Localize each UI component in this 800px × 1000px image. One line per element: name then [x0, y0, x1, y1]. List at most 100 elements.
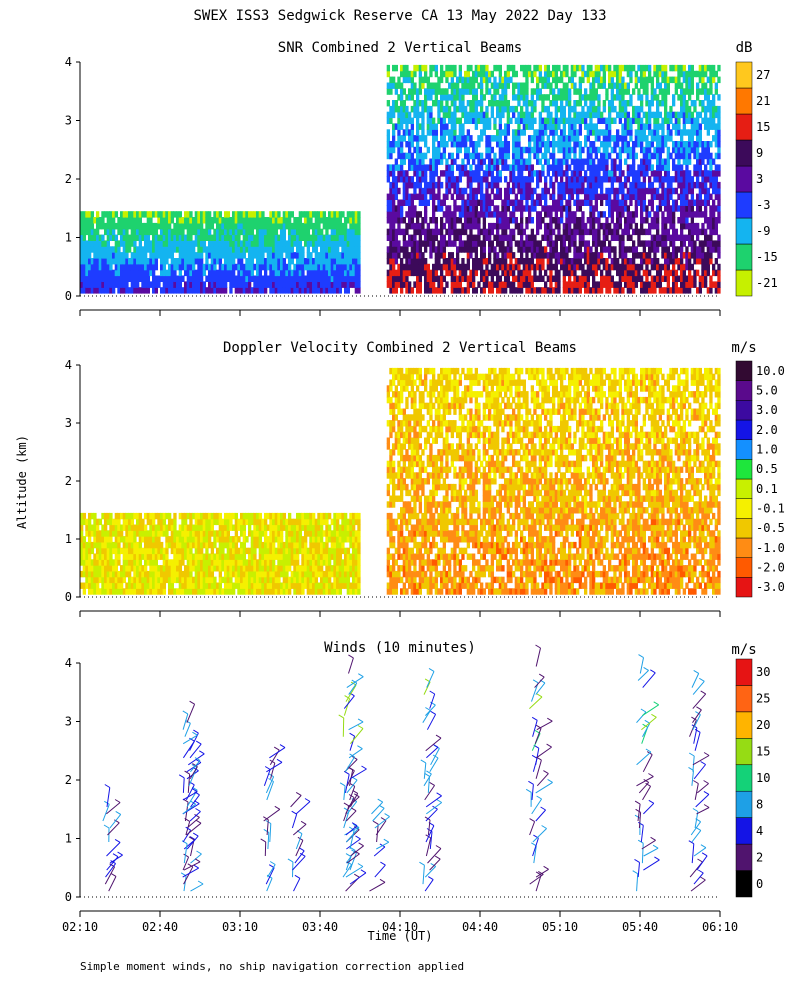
heatmap-cell [336, 258, 340, 265]
heatmap-cell [416, 100, 420, 107]
heatmap-cell [552, 100, 556, 107]
heatmap-cell [512, 228, 516, 236]
heatmap-cell [234, 234, 238, 241]
heatmap-cell [528, 258, 532, 265]
heatmap-cell [674, 141, 678, 148]
heatmap-cell [589, 228, 593, 236]
heatmap-cell [589, 205, 593, 212]
heatmap-cell [514, 152, 518, 160]
heatmap-cell [400, 105, 404, 113]
heatmap-cell [498, 111, 502, 119]
heatmap-cell [677, 158, 681, 165]
heatmap-cell [672, 176, 676, 183]
heatmap-cell [605, 123, 609, 130]
heatmap-cell [445, 193, 449, 200]
heatmap-cell [626, 281, 630, 288]
heatmap-cell [224, 275, 228, 282]
heatmap-cell [520, 146, 524, 154]
heatmap-cell [114, 211, 118, 218]
heatmap-cell [576, 222, 580, 230]
heatmap-cell [333, 258, 337, 265]
heatmap-cell [413, 269, 417, 277]
heatmap-cell [482, 228, 486, 236]
heatmap-cell [338, 263, 342, 271]
heatmap-cell [197, 287, 201, 294]
heatmap-cell [402, 76, 406, 84]
heatmap-cell [266, 217, 270, 224]
heatmap-cell [125, 252, 129, 259]
heatmap-cell [578, 222, 582, 230]
heatmap-cell [544, 193, 548, 200]
heatmap-cell [589, 170, 593, 177]
heatmap-cell [632, 146, 636, 154]
heatmap-cell [634, 117, 638, 124]
heatmap-cell [213, 234, 217, 241]
heatmap-cell [538, 222, 542, 230]
heatmap-cell [560, 129, 564, 136]
heatmap-cell [682, 100, 686, 107]
heatmap-cell [416, 228, 420, 236]
heatmap-cell [418, 187, 422, 195]
heatmap-cell [597, 117, 601, 124]
heatmap-cell [565, 246, 569, 253]
heatmap-cell [578, 158, 582, 165]
heatmap-cell [592, 88, 596, 95]
heatmap-cell [544, 269, 548, 277]
heatmap-cell [354, 281, 358, 288]
heatmap-cell [466, 146, 470, 154]
heatmap-cell [402, 246, 406, 253]
heatmap-cell [432, 287, 436, 294]
heatmap-cell [400, 269, 404, 277]
heatmap-cell [312, 269, 316, 277]
heatmap-cell [256, 211, 260, 218]
heatmap-cell [173, 222, 177, 230]
heatmap-cell [432, 181, 436, 189]
heatmap-cell [576, 181, 580, 189]
heatmap-cell [661, 193, 665, 200]
heatmap-cell [520, 222, 524, 230]
heatmap-cell [717, 246, 721, 253]
heatmap-cell [133, 246, 137, 253]
heatmap-cell [173, 263, 177, 271]
heatmap-cell [605, 141, 609, 148]
heatmap-cell [528, 240, 532, 247]
heatmap-cell [592, 263, 596, 271]
heatmap-cell [248, 287, 252, 294]
heatmap-cell [584, 240, 588, 247]
heatmap-cell [418, 100, 422, 107]
heatmap-cell [240, 275, 244, 282]
heatmap-cell [501, 76, 505, 84]
heatmap-cell [501, 199, 505, 206]
heatmap-cell [274, 217, 278, 224]
heatmap-cell [461, 170, 465, 177]
heatmap-cell [706, 234, 710, 241]
heatmap-cell [466, 176, 470, 183]
heatmap-cell [240, 287, 244, 294]
heatmap-cell [274, 240, 278, 247]
heatmap-cell [578, 176, 582, 183]
heatmap-cell [688, 199, 692, 206]
heatmap-cell [392, 269, 396, 277]
heatmap-cell [552, 252, 556, 259]
heatmap-cell [312, 211, 316, 218]
heatmap-cell [504, 217, 508, 224]
heatmap-cell [432, 164, 436, 171]
heatmap-cell [386, 205, 390, 212]
heatmap-cell [650, 152, 654, 160]
heatmap-cell [429, 281, 433, 288]
heatmap-cell [421, 263, 425, 271]
heatmap-cell [98, 275, 102, 282]
heatmap-cell [621, 135, 625, 142]
heatmap-cell [402, 176, 406, 183]
heatmap-cell [584, 135, 588, 142]
heatmap-cell [93, 275, 97, 282]
heatmap-cell [256, 234, 260, 241]
heatmap-cell [149, 281, 153, 288]
heatmap-cell [525, 193, 529, 200]
heatmap-cell [602, 258, 606, 265]
heatmap-cell [226, 269, 230, 277]
heatmap-cell [392, 146, 396, 154]
heatmap-cell [405, 111, 409, 119]
heatmap-cell [704, 205, 708, 212]
heatmap-cell [333, 222, 337, 230]
